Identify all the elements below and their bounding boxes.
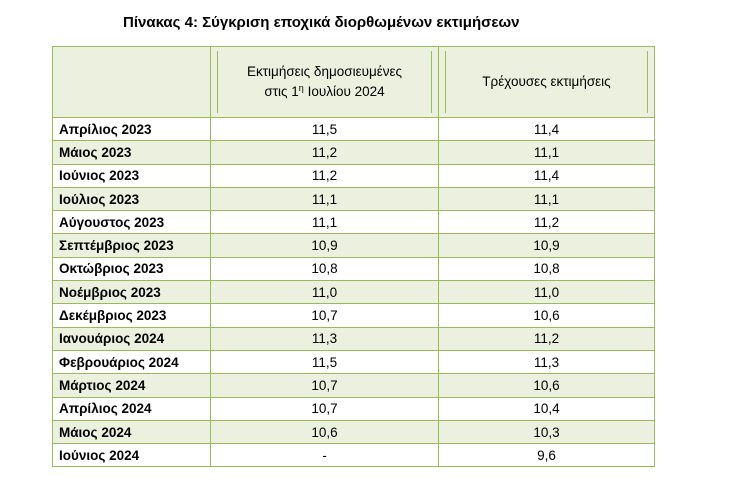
published-cell: 10,8 <box>210 256 439 282</box>
header-month-cell <box>52 46 211 118</box>
table-row: Απρίλιος 2024 10,7 10,4 <box>52 396 655 421</box>
current-cell: 10,6 <box>438 373 655 398</box>
table-row: Ιούνιος 2023 11,2 11,4 <box>52 163 655 188</box>
current-cell: 9,6 <box>438 443 655 468</box>
month-cell: Ιούνιος 2024 <box>52 443 211 468</box>
table-row: Φεβρουάριος 2024 11,5 11,3 <box>52 349 655 375</box>
current-cell: 10,8 <box>438 256 655 282</box>
current-cell: 11,2 <box>438 210 655 235</box>
header-current-cell: Τρέχουσες εκτιμήσεις <box>438 46 655 118</box>
current-cell: 10,4 <box>438 396 655 421</box>
published-cell: 10,7 <box>210 396 439 421</box>
header-current-label: Τρέχουσες εκτιμήσεις <box>482 74 611 89</box>
current-cell: 11,2 <box>438 326 655 351</box>
current-cell: 11,0 <box>438 280 655 305</box>
table-row: Δεκέμβριος 2023 10,7 10,6 <box>52 303 655 328</box>
month-cell: Αύγουστος 2023 <box>52 210 211 235</box>
month-cell: Απρίλιος 2024 <box>52 396 211 421</box>
comparison-table: Εκτιμήσεις δημοσιευμένες στις 1η Ιουλίου… <box>52 46 655 468</box>
published-cell: 11,5 <box>210 349 439 375</box>
header-published-line2-post: Ιουλίου 2024 <box>303 84 385 99</box>
table-row: Σεπτέμβριος 2023 10,9 10,9 <box>52 233 655 258</box>
header-published-sup: η <box>298 83 304 93</box>
header-published-line1: Εκτιμήσεις δημοσιευμένες <box>246 64 403 79</box>
table-row: Αύγουστος 2023 11,1 11,2 <box>52 210 655 235</box>
month-cell: Μάιος 2024 <box>52 419 211 445</box>
table-row: Ιούνιος 2024-9,6 <box>52 443 655 468</box>
table-row: Μάρτιος 2024 10,7 10,6 <box>52 373 655 398</box>
month-cell: Δεκέμβριος 2023 <box>52 303 211 328</box>
month-cell: Μάρτιος 2024 <box>52 373 211 398</box>
published-cell: 10,7 <box>210 303 439 328</box>
published-cell: 11,1 <box>210 210 439 235</box>
table-title: Πίνακας 4: Σύγκριση εποχικά διορθωμένων … <box>123 14 520 31</box>
month-cell: Μάιος 2023 <box>52 140 211 165</box>
published-cell: 11,2 <box>210 163 439 188</box>
current-cell: 10,9 <box>438 233 655 258</box>
month-cell: Οκτώβριος 2023 <box>52 256 211 282</box>
published-cell: 10,6 <box>210 419 439 445</box>
published-cell: 11,2 <box>210 140 439 165</box>
published-cell: - <box>210 443 439 468</box>
month-cell: Ιούνιος 2023 <box>52 163 211 188</box>
published-cell: 11,0 <box>210 280 439 305</box>
month-cell: Απρίλιος 2023 <box>52 116 211 142</box>
current-cell: 11,4 <box>438 163 655 188</box>
table-row: Μάιος 2023 11,2 11,1 <box>52 140 655 165</box>
published-cell: 10,7 <box>210 373 439 398</box>
month-cell: Φεβρουάριος 2024 <box>52 349 211 375</box>
table-row: Οκτώβριος 2023 10,8 10,8 <box>52 256 655 282</box>
published-cell: 11,5 <box>210 116 439 142</box>
current-cell: 10,3 <box>438 419 655 445</box>
month-cell: Ιανουάριος 2024 <box>52 326 211 351</box>
header-published-line2-pre: στις 1 <box>264 84 299 99</box>
table-body: Απρίλιος 2023 11,5 11,4 Μάιος 2023 11,2 11,1 Ι… <box>52 116 655 468</box>
table-row: Νοέμβριος 2023 11,0 11,0 <box>52 280 655 305</box>
published-cell: 11,3 <box>210 326 439 351</box>
month-cell: Νοέμβριος 2023 <box>52 280 211 305</box>
published-cell: 10,9 <box>210 233 439 258</box>
header-published-cell: Εκτιμήσεις δημοσιευμένες στις 1η Ιουλίου… <box>210 46 439 118</box>
table-row: Απρίλιος 2023 11,5 11,4 <box>52 116 655 142</box>
month-cell: Σεπτέμβριος 2023 <box>52 233 211 258</box>
published-cell: 11,1 <box>210 186 439 212</box>
month-cell: Ιούλιος 2023 <box>52 186 211 212</box>
table-row: Ιούλιος 2023 11,1 11,1 <box>52 186 655 212</box>
header-row: Εκτιμήσεις δημοσιευμένες στις 1η Ιουλίου… <box>52 46 655 118</box>
current-cell: 10,6 <box>438 303 655 328</box>
current-cell: 11,1 <box>438 140 655 165</box>
current-cell: 11,4 <box>438 116 655 142</box>
table-row: Μάιος 2024 10,6 10,3 <box>52 419 655 445</box>
table-row: Ιανουάριος 2024 11,3 11,2 <box>52 326 655 351</box>
current-cell: 11,1 <box>438 186 655 212</box>
current-cell: 11,3 <box>438 349 655 375</box>
